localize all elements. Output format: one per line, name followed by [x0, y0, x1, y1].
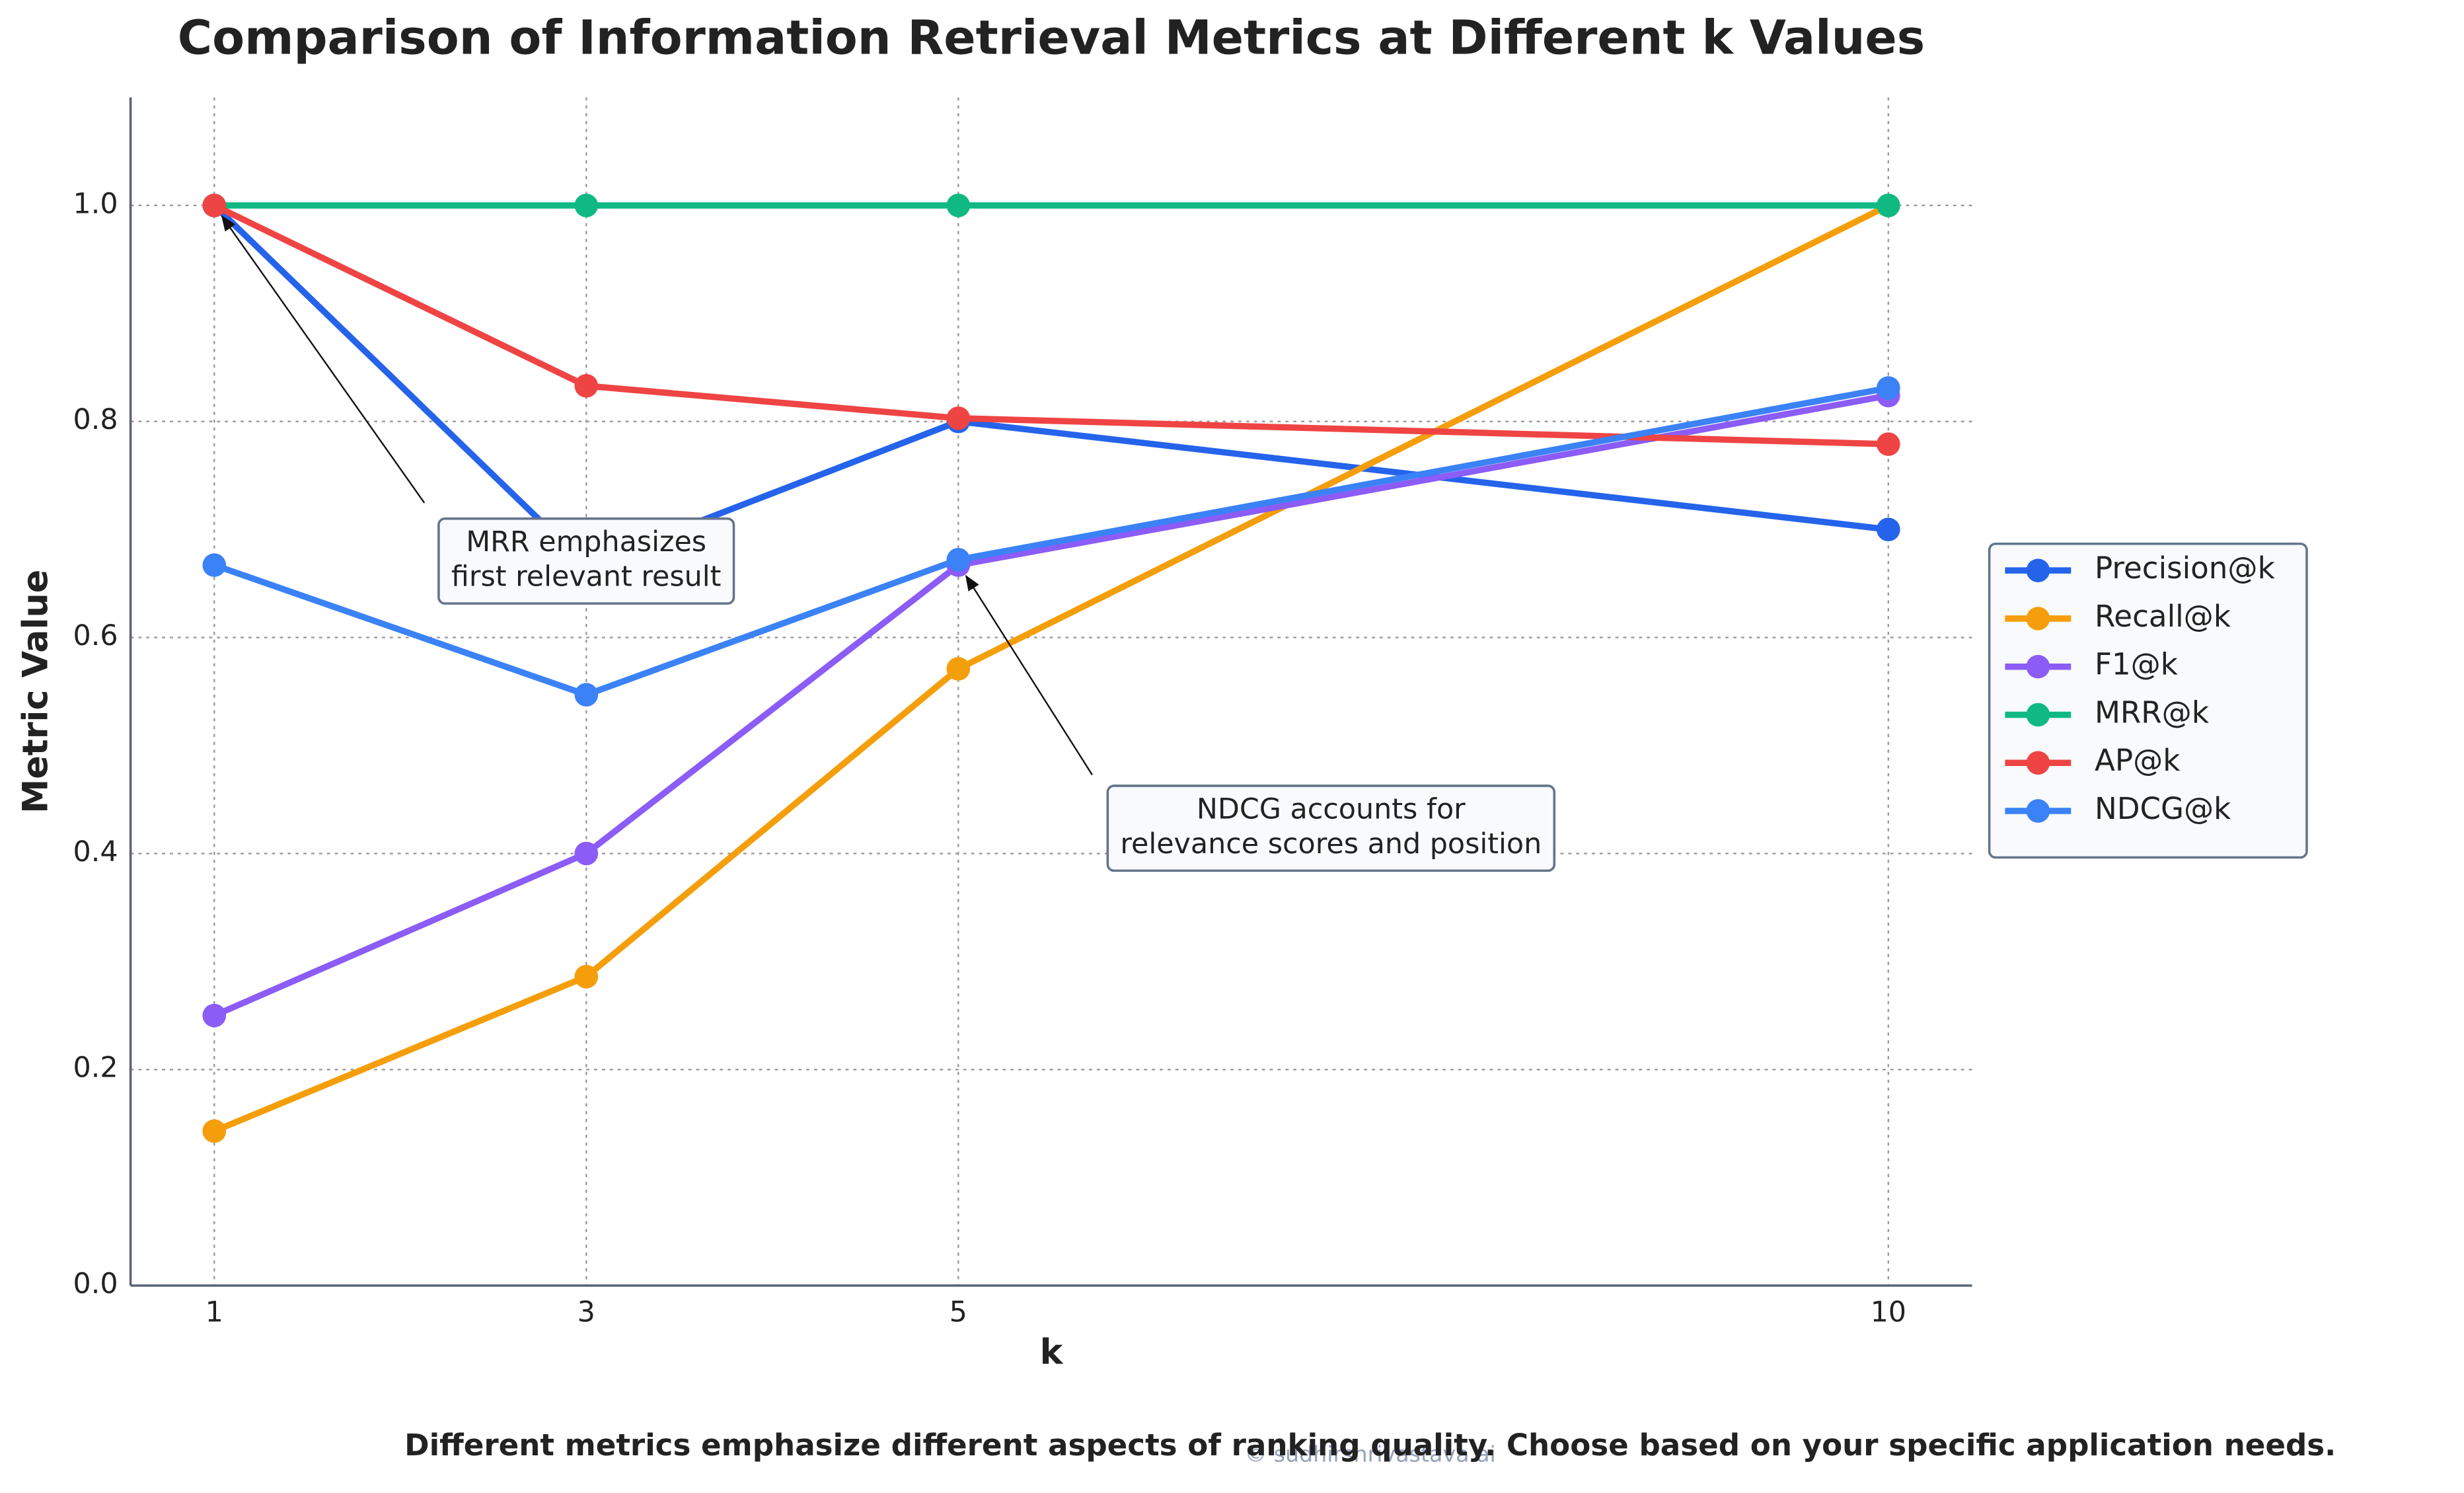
y-tick-label: 0.0: [73, 1268, 118, 1301]
watermark: © sudhirshrivastava.ai: [1245, 1441, 1496, 1467]
annotation-arrow: [965, 574, 1093, 775]
legend-label: MRR@k: [2095, 695, 2210, 730]
point: [202, 194, 227, 217]
legend-label: F1@k: [2095, 647, 2179, 682]
point: [946, 406, 971, 430]
point: [574, 683, 599, 707]
x-axis-label: k: [1040, 1332, 1064, 1373]
legend-label: AP@k: [2095, 743, 2181, 778]
series-line: [211, 203, 1889, 569]
annotation-text: NDCG accounts for: [1197, 792, 1466, 825]
legend-marker: [2026, 558, 2050, 583]
point: [946, 194, 971, 217]
legend-box: [1988, 542, 2308, 859]
y-tick-label: 1.0: [73, 187, 118, 220]
point: [574, 194, 599, 217]
x-tick-label: 1: [205, 1295, 223, 1328]
annotation-arrow: [221, 215, 426, 504]
y-tick-label: 0.8: [73, 403, 118, 436]
point: [202, 1003, 227, 1028]
point: [1876, 432, 1900, 456]
x-tick-label: 3: [578, 1295, 595, 1328]
series-line: [213, 385, 1889, 699]
annotation-text: MRR emphasizes: [466, 525, 706, 558]
legend-marker: [2026, 654, 2050, 679]
legend-label: Precision@k: [2095, 551, 2276, 586]
y-tick-label: 0.2: [73, 1052, 118, 1085]
point: [1876, 376, 1900, 400]
footnote: Different metrics emphasize different as…: [404, 1428, 2336, 1463]
legend-label: Recall@k: [2095, 599, 2231, 634]
point: [946, 548, 971, 572]
point: [202, 553, 227, 577]
annotation-text: relevance scores and position: [1120, 827, 1542, 861]
y-tick-label: 0.6: [73, 619, 118, 652]
annotation-text: first relevant result: [451, 560, 722, 593]
y-axis-label: Metric Value: [15, 570, 56, 814]
legend-marker: [2026, 751, 2050, 775]
legend-marker: [2026, 607, 2050, 631]
point: [1876, 194, 1900, 217]
chart-title: Comparison of Information Retrieval Metr…: [178, 10, 1925, 65]
point: [202, 1119, 227, 1143]
x-tick-label: 5: [950, 1295, 967, 1328]
y-tick-label: 0.4: [73, 835, 118, 868]
point: [574, 964, 599, 989]
series-line: [213, 202, 1888, 447]
annotation-box: [437, 517, 735, 605]
point: [574, 373, 599, 398]
point: [946, 657, 971, 681]
series-line: [213, 392, 1889, 1018]
point: [574, 841, 599, 866]
x-tick-label: 10: [1871, 1295, 1906, 1328]
legend-marker: [2026, 799, 2050, 823]
annotation-box: [1106, 785, 1556, 872]
legend-marker: [2026, 703, 2050, 727]
legend-label: NDCG@k: [2095, 791, 2231, 826]
series-line: [213, 202, 1890, 1134]
point: [1876, 517, 1900, 541]
